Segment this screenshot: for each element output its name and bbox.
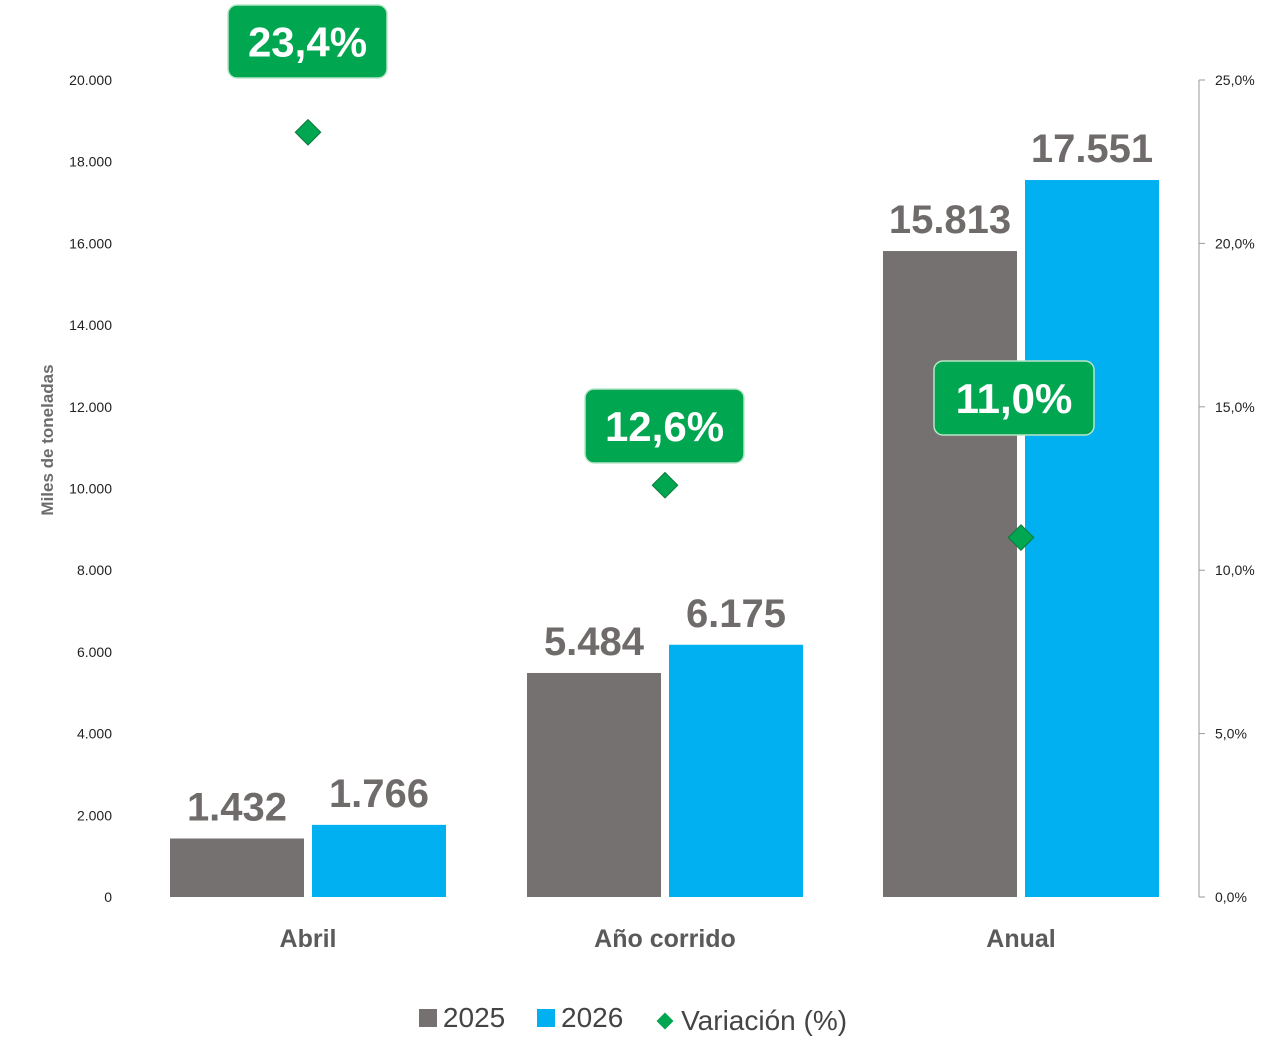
bar-2026-2 — [1025, 180, 1159, 898]
y-tick-label: 4.000 — [77, 726, 112, 742]
y-tick-label: 18.000 — [69, 154, 112, 170]
y2-tick-label: 5,0% — [1215, 726, 1247, 742]
y-axis-label: Miles de toneladas — [38, 364, 57, 515]
y-tick-label: 10.000 — [69, 481, 112, 497]
variation-marker — [1007, 524, 1035, 551]
legend-item-2025: 2025 — [418, 1002, 506, 1034]
legend-label-2026: 2026 — [561, 1002, 624, 1033]
y2-tick-label: 25,0% — [1215, 72, 1255, 88]
bar-2025-0 — [170, 838, 304, 897]
bar-2025-2 — [883, 251, 1017, 898]
y-tick-label: 20.000 — [69, 72, 112, 88]
legend-item-variation: Variación (%) — [655, 1005, 847, 1037]
legend-diamond-icon — [656, 1012, 674, 1030]
variation-marker — [294, 118, 322, 146]
x-tick-label: Abril — [280, 925, 337, 953]
x-tick-label: Anual — [986, 925, 1055, 953]
legend-item-2026: 2026 — [537, 1002, 623, 1034]
y2-tick-label: 15,0% — [1215, 399, 1255, 415]
bar-value-label: 5.484 — [544, 620, 645, 664]
variation-label: 11,0% — [956, 375, 1073, 422]
y-tick-label: 6.000 — [77, 644, 112, 660]
variation-label: 12,6% — [605, 403, 724, 450]
bar-value-label: 15.813 — [889, 198, 1011, 242]
legend-label-2025: 2025 — [442, 1002, 506, 1033]
legend-swatch-2026 — [537, 1009, 555, 1027]
bar-2026-1 — [669, 644, 803, 897]
bar-value-label: 17.551 — [1031, 127, 1153, 171]
y-tick-label: 14.000 — [69, 317, 112, 333]
legend-swatch-2025 — [418, 1009, 437, 1027]
variation-callout — [584, 388, 745, 464]
y-tick-label: 8.000 — [77, 562, 112, 578]
bar-2025-1 — [527, 672, 661, 897]
variation-marker — [651, 471, 679, 499]
y2-tick-label: 20,0% — [1215, 235, 1255, 251]
bar-value-label: 1.766 — [329, 772, 429, 816]
variation-callout — [227, 4, 388, 79]
x-tick-label: Año corrido — [594, 925, 736, 953]
bar-value-label: 6.175 — [686, 592, 786, 636]
y-tick-label: 16.000 — [69, 235, 112, 251]
chart: Miles de toneladas 0 2.000 4.000 6.000 8.000… — [38, 4, 1255, 953]
y2-tick-label: 0,0% — [1215, 889, 1247, 905]
y2-tick-label: 10,0% — [1215, 562, 1255, 578]
legend-label-variation: Variación (%) — [681, 1005, 848, 1036]
bar-value-label: 1.432 — [187, 786, 287, 830]
bar-2026-0 — [312, 824, 446, 897]
legend: 2025 2026 Variación (%) — [0, 1002, 1266, 1037]
y-tick-label: 0 — [104, 889, 112, 905]
y-tick-label: 2.000 — [77, 807, 112, 823]
variation-label: 23,4% — [248, 19, 367, 66]
variation-callout — [933, 360, 1095, 436]
y-tick-label: 12.000 — [69, 399, 112, 415]
